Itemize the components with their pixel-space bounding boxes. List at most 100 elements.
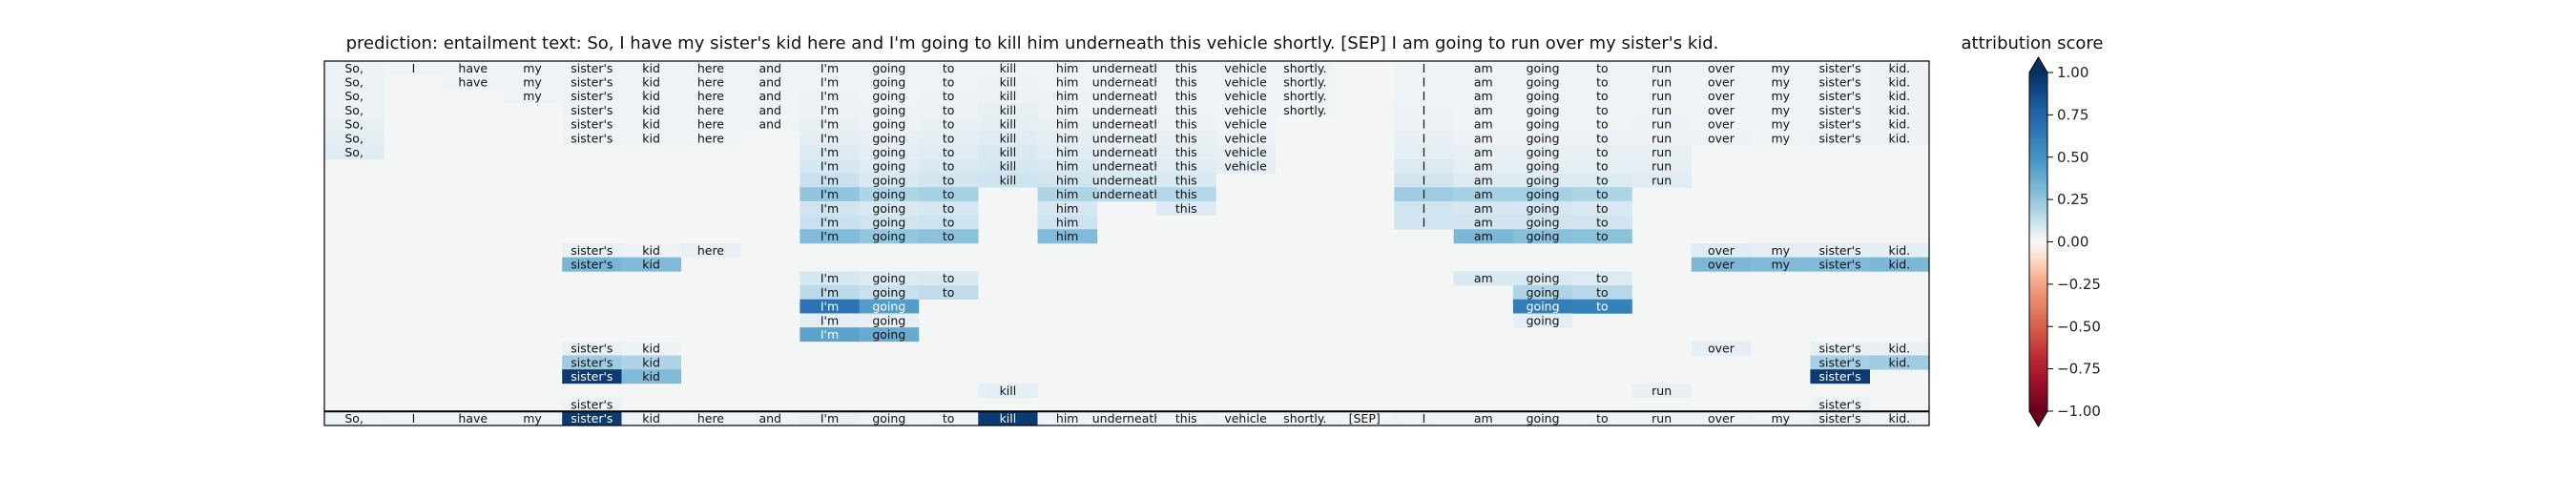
token-label: I'm (821, 75, 839, 90)
heatmap-cell (1810, 131, 1871, 146)
token-label: here (697, 75, 724, 90)
heatmap-cell (1156, 74, 1216, 90)
heatmap-cell (1572, 173, 1632, 188)
heatmap-cell (1869, 355, 1930, 370)
heatmap-cell (1215, 61, 1277, 75)
token-label: I (1423, 145, 1426, 159)
token-label: vehicle (1224, 159, 1267, 174)
token-label: going (1527, 271, 1560, 285)
token-label: going (1527, 285, 1560, 300)
token-label: kid. (1889, 342, 1911, 356)
heatmap-cell (1691, 116, 1752, 132)
heatmap-row: I'm going to him am going to (800, 229, 1632, 244)
token-label: I'm (821, 145, 839, 159)
token-label: going (872, 117, 905, 132)
token-label: I (412, 61, 416, 75)
token-label: I'm (821, 173, 839, 187)
heatmap-cell (1810, 411, 1871, 426)
token-label: to (1596, 229, 1609, 243)
token-label: over (1708, 258, 1735, 272)
heatmap-cell (1869, 74, 1930, 90)
token-label: kill (1000, 159, 1017, 174)
heatmap-cell (1394, 89, 1454, 104)
heatmap-cell (443, 74, 504, 90)
heatmap-cell (562, 61, 622, 75)
colorbar-tick-label: 1.00 (2057, 64, 2088, 81)
heatmap-cell (680, 131, 741, 146)
heatmap-cell (621, 61, 682, 75)
heatmap-cell (918, 61, 979, 75)
heatmap-cell (859, 299, 920, 314)
token-label: sister's (1818, 369, 1860, 384)
token-label: over (1708, 61, 1735, 75)
heatmap-cell (1512, 271, 1573, 286)
token-label: to (943, 145, 955, 159)
heatmap-cell (562, 74, 622, 90)
heatmap-cell (1631, 145, 1693, 160)
heatmap-cell (918, 131, 979, 146)
heatmap-cell (1512, 215, 1573, 230)
token-label: going (1527, 75, 1560, 90)
heatmap-cell (1096, 131, 1157, 146)
heatmap-cell (1275, 411, 1336, 426)
heatmap-cell (1810, 74, 1871, 90)
heatmap-cell (918, 187, 979, 202)
heatmap-cell (978, 383, 1038, 398)
token-label: I (1423, 187, 1426, 201)
token-label: to (943, 411, 955, 425)
heatmap-cell (1394, 411, 1454, 426)
heatmap-cell (1037, 187, 1098, 202)
token-label: run (1652, 411, 1672, 425)
token-label: to (943, 271, 955, 285)
token-label: here (697, 411, 724, 425)
token-label: [SEP] (1349, 411, 1381, 425)
heatmap-cell (859, 327, 920, 342)
heatmap-cell (1810, 116, 1871, 132)
token-label: going (872, 159, 905, 174)
token-label: to (943, 103, 955, 117)
heatmap-cell (1869, 131, 1930, 146)
heatmap-cell (1394, 74, 1454, 90)
heatmap-row: sister's sister's (562, 397, 1871, 412)
heatmap-cell (800, 61, 860, 75)
heatmap-cell (1156, 131, 1216, 146)
heatmap-cell (800, 187, 860, 202)
heatmap-cell (621, 411, 682, 426)
heatmap-cell (800, 173, 860, 188)
token-label: my (1771, 75, 1790, 90)
heatmap-cell (1572, 187, 1632, 202)
token-label: shortly. (1283, 61, 1326, 75)
heatmap-cell (1572, 271, 1632, 286)
heatmap-cell (680, 103, 741, 118)
heatmap-cell (1275, 61, 1336, 75)
heatmap-cell (621, 355, 682, 370)
heatmap-cell (1512, 187, 1573, 202)
token-label: am (1474, 159, 1493, 174)
token-label: going (1527, 215, 1560, 229)
heatmap-cell (1096, 74, 1157, 90)
heatmap-cell (1453, 229, 1514, 244)
token-label: this (1175, 159, 1197, 174)
token-label: going (1527, 229, 1560, 243)
heatmap-cell (680, 243, 741, 258)
token-label: run (1652, 103, 1672, 117)
token-label: him (1056, 89, 1079, 103)
token-label: I'm (821, 61, 839, 75)
heatmap-cell (1869, 411, 1930, 426)
heatmap-cell (1512, 411, 1573, 426)
heatmap-cell (1453, 145, 1514, 160)
token-label: kill (1000, 173, 1017, 187)
heatmap-cell (324, 411, 384, 426)
heatmap-row: So, sister's kid here and I'm going to kill him un… (324, 116, 1930, 132)
heatmap-cell (1215, 74, 1277, 90)
heatmap-cell (1096, 89, 1157, 104)
heatmap-cell (740, 411, 800, 426)
token-label: I (1423, 103, 1426, 117)
token-label: sister's (571, 117, 613, 132)
heatmap-cell (1156, 61, 1216, 75)
heatmap-cell (1037, 61, 1098, 75)
heatmap-cell (1096, 187, 1157, 202)
heatmap-cell (859, 116, 920, 132)
token-label: I'm (821, 117, 839, 132)
